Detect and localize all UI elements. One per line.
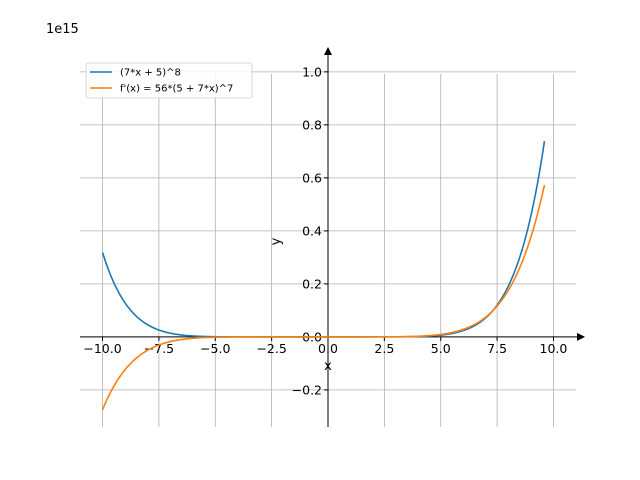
x-tick-label: 2.5 (374, 341, 394, 356)
y-tick-label: 1.0 (302, 64, 322, 79)
legend-label-1: (7*x + 5)^8 (120, 68, 181, 79)
x-tick-label: 7.5 (487, 341, 507, 356)
series-line-1 (101, 141, 546, 338)
y-tick-label: 0.2 (302, 276, 322, 291)
x-tick-label: −2.5 (256, 341, 286, 356)
x-tick-label: 5.0 (431, 341, 451, 356)
x-tick-label: −10.0 (83, 341, 121, 356)
x-axis-label: x (324, 359, 332, 374)
y-tick-label: −0.2 (292, 382, 322, 397)
y-axis-label: y (269, 237, 284, 245)
legend-label-2: f'(x) = 56*(5 + 7*x)^7 (120, 84, 233, 95)
y-tick-label: 0.4 (302, 223, 322, 238)
x-tick-label: 0.0 (318, 341, 338, 356)
x-tick-label: 10.0 (540, 341, 568, 356)
x-tick-label: −5.0 (200, 341, 230, 356)
ticks: −10.0 −7.5 −5.0 −2.5 0.0 2.5 5.0 7.5 10.0−0.20.0… (83, 64, 567, 397)
legend: (7*x + 5)^8 f'(x) = 56*(5 + 7*x)^7 (85, 62, 253, 99)
y-tick-label: 0.8 (302, 117, 322, 132)
y-axis-arrow (324, 47, 332, 55)
x-axis-arrow (577, 332, 585, 341)
y-offset-text: 1e15 (46, 22, 79, 37)
series-group (101, 141, 546, 410)
y-tick-label: 0.6 (302, 170, 322, 185)
legend-box (85, 62, 253, 99)
series-line-2 (101, 184, 546, 410)
axes (80, 47, 585, 427)
x-tick-label: −7.5 (144, 341, 174, 356)
